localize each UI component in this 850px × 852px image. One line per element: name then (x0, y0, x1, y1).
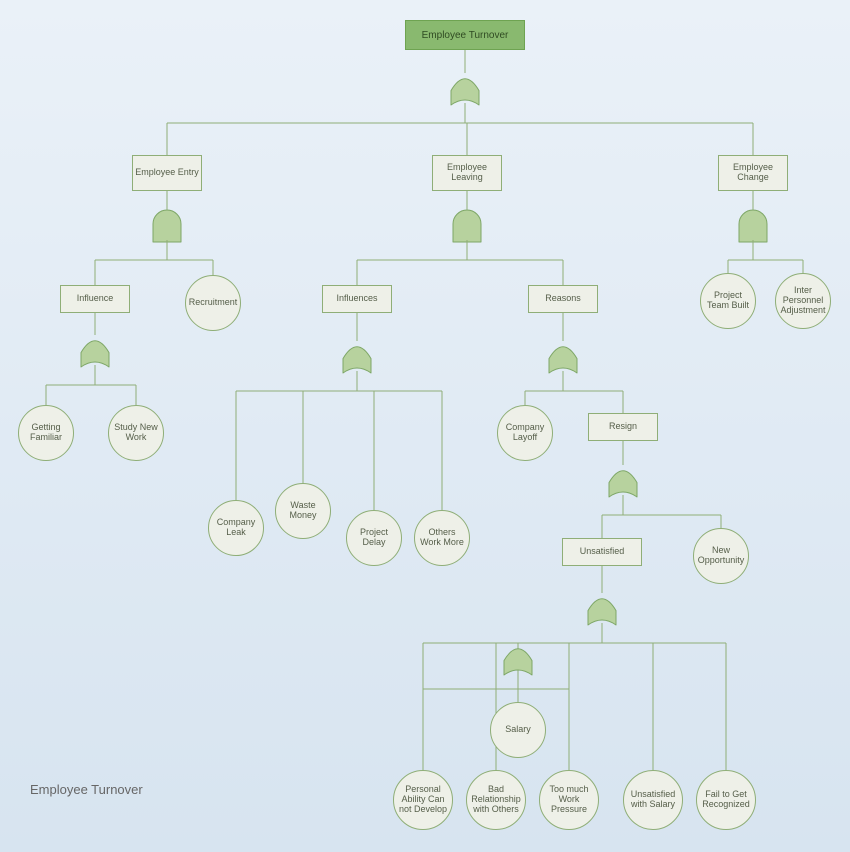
node-personal: Personal Ability Can not Develop (393, 770, 453, 830)
node-entry: Employee Entry (132, 155, 202, 191)
node-newopp: New Opportunity (693, 528, 749, 584)
node-coleak: Company Leak (208, 500, 264, 556)
node-fail: Fail to Get Recognized (696, 770, 756, 830)
node-label: New Opportunity (698, 546, 745, 566)
node-label: Employee Turnover (422, 30, 509, 41)
node-recruitment: Recruitment (185, 275, 241, 331)
node-leaving: Employee Leaving (432, 155, 502, 191)
node-projdelay: Project Delay (346, 510, 402, 566)
node-label: Fail to Get Recognized (701, 790, 751, 810)
node-resign: Resign (588, 413, 658, 441)
node-label: Unsatisfied (580, 547, 625, 557)
node-waste: Waste Money (275, 483, 331, 539)
node-influences: Influences (322, 285, 392, 313)
node-interp: Inter Personnel Adjustment (775, 273, 831, 329)
node-others: Others Work More (414, 510, 470, 566)
node-change: Employee Change (718, 155, 788, 191)
node-label: Employee Change (721, 163, 785, 183)
node-label: Company Layoff (502, 423, 548, 443)
node-label: Company Leak (213, 518, 259, 538)
node-pressure: Too much Work Pressure (539, 770, 599, 830)
node-label: Others Work More (419, 528, 465, 548)
node-reasons: Reasons (528, 285, 598, 313)
node-unsatsal: Unsatisfied with Salary (623, 770, 683, 830)
node-label: Project Delay (351, 528, 397, 548)
node-influence: Influence (60, 285, 130, 313)
node-badrel: Bad Relationship with Others (466, 770, 526, 830)
node-root: Employee Turnover (405, 20, 525, 50)
node-label: Too much Work Pressure (544, 785, 594, 815)
node-label: Influences (336, 294, 377, 304)
node-projteam: Project Team Built (700, 273, 756, 329)
diagram-stage: Employee Turnover Employee Turnover Emplo… (0, 0, 850, 852)
node-label: Recruitment (189, 298, 238, 308)
node-label: Bad Relationship with Others (471, 785, 521, 815)
node-label: Employee Entry (135, 168, 199, 178)
node-salary: Salary (490, 702, 546, 758)
node-getting: Getting Familiar (18, 405, 74, 461)
node-label: Unsatisfied with Salary (628, 790, 678, 810)
node-label: Employee Leaving (435, 163, 499, 183)
diagram-title: Employee Turnover (30, 782, 143, 797)
node-label: Study New Work (113, 423, 159, 443)
node-label: Personal Ability Can not Develop (398, 785, 448, 815)
node-layoff: Company Layoff (497, 405, 553, 461)
node-label: Influence (77, 294, 114, 304)
node-unsat: Unsatisfied (562, 538, 642, 566)
node-label: Inter Personnel Adjustment (780, 286, 826, 316)
node-label: Getting Familiar (23, 423, 69, 443)
node-label: Reasons (545, 294, 581, 304)
node-label: Salary (505, 725, 531, 735)
node-label: Resign (609, 422, 637, 432)
node-study: Study New Work (108, 405, 164, 461)
node-label: Waste Money (280, 501, 326, 521)
node-label: Project Team Built (705, 291, 751, 311)
